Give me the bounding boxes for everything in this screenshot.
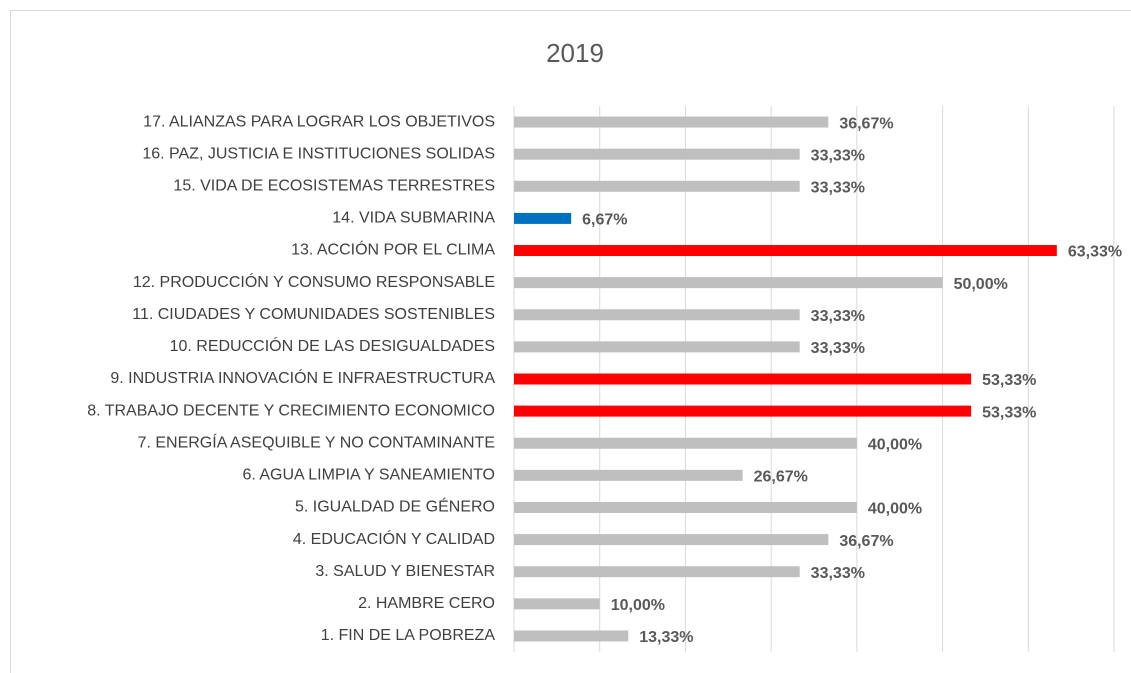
value-label: 40,00%	[868, 501, 922, 518]
value-label: 10,00%	[611, 597, 665, 614]
value-label: 33,33%	[811, 180, 865, 197]
bar	[514, 566, 800, 578]
bar	[514, 469, 743, 481]
value-label: 36,67%	[839, 533, 893, 550]
y-tick-label: 9. INDUSTRIA INNOVACIÓN E INFRAESTRUCTUR…	[110, 368, 495, 387]
value-label: 36,67%	[839, 115, 893, 132]
value-label: 26,67%	[754, 469, 808, 486]
y-tick-label: 7. ENERGÍA ASEQUIBLE Y NO CONTAMINANTE	[138, 432, 495, 451]
value-label: 40,00%	[868, 436, 922, 453]
y-tick-label: 14. VIDA SUBMARINA	[332, 210, 495, 227]
value-label: 63,33%	[1068, 244, 1122, 261]
y-tick-label: 5. IGUALDAD DE GÉNERO	[295, 497, 495, 516]
y-tick-label: 8. TRABAJO DECENTE Y CRECIMIENTO ECONOMI…	[87, 402, 495, 419]
y-tick-label: 17. ALIANZAS PARA LOGRAR LOS OBJETIVOS	[143, 113, 495, 130]
bar	[514, 212, 572, 224]
bar	[514, 598, 600, 610]
value-label: 13,33%	[639, 629, 693, 646]
bar	[514, 245, 1057, 257]
chart-title: 2019	[546, 38, 604, 68]
value-label: 33,33%	[811, 565, 865, 582]
bar	[514, 437, 857, 449]
value-label: 33,33%	[811, 340, 865, 357]
bar	[514, 277, 943, 289]
value-label: 6,67%	[582, 212, 627, 229]
value-label: 53,33%	[982, 404, 1036, 421]
y-tick-label: 12. PRODUCCIÓN Y CONSUMO RESPONSABLE	[133, 272, 495, 291]
value-label: 50,00%	[954, 276, 1008, 293]
y-tick-label: 4. EDUCACIÓN Y CALIDAD	[293, 529, 495, 548]
bar	[514, 180, 800, 192]
bar	[514, 309, 800, 321]
value-label: 33,33%	[811, 308, 865, 325]
bar	[514, 630, 629, 642]
chart-frame	[10, 10, 1131, 673]
y-tick-label: 15. VIDA DE ECOSISTEMAS TERRESTRES	[173, 178, 495, 195]
y-tick-label: 10. REDUCCIÓN DE LAS DESIGUALDADES	[170, 336, 495, 355]
y-tick-label: 16. PAZ, JUSTICIA E INSTITUCIONES SOLIDA…	[142, 145, 495, 162]
bar	[514, 373, 972, 385]
bar	[514, 341, 800, 353]
y-tick-label: 3. SALUD Y BIENESTAR	[315, 563, 495, 580]
bar	[514, 405, 972, 417]
y-tick-label: 13. ACCIÓN POR EL CLIMA	[291, 240, 495, 259]
value-label: 33,33%	[811, 147, 865, 164]
y-tick-label: 1. FIN DE LA POBREZA	[321, 627, 496, 644]
bar	[514, 116, 829, 128]
bar	[514, 148, 800, 160]
y-tick-label: 11. CIUDADES Y COMUNIDADES SOSTENIBLES	[132, 306, 495, 323]
bar	[514, 534, 829, 546]
y-tick-label: 6. AGUA LIMPIA Y SANEAMIENTO	[242, 467, 495, 484]
value-label: 53,33%	[982, 372, 1036, 389]
bar	[514, 501, 857, 513]
y-tick-label: 2. HAMBRE CERO	[358, 595, 495, 612]
